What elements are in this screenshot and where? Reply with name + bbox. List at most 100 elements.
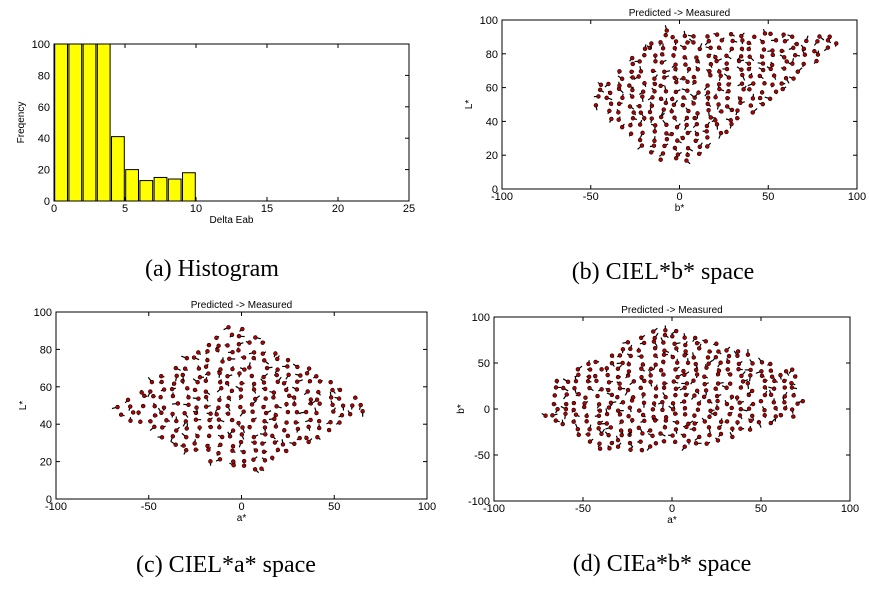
data-point xyxy=(243,368,247,372)
data-point xyxy=(597,414,601,418)
data-point xyxy=(642,341,646,345)
data-point xyxy=(209,412,213,416)
data-point xyxy=(697,435,701,439)
data-point xyxy=(574,413,578,417)
data-point xyxy=(653,346,657,350)
data-point xyxy=(228,434,232,438)
chart-title: Predicted -> Measured xyxy=(621,305,722,316)
data-point xyxy=(206,349,210,353)
y-tick-label: 0 xyxy=(46,494,52,506)
data-point xyxy=(626,388,630,392)
data-point xyxy=(298,374,302,378)
data-point xyxy=(654,363,658,367)
data-point xyxy=(674,63,678,67)
data-point xyxy=(704,389,708,393)
data-point xyxy=(692,379,696,383)
y-tick-label: 0 xyxy=(484,404,490,416)
data-point xyxy=(705,129,709,133)
y-tick-label: 100 xyxy=(34,307,52,319)
data-point xyxy=(719,432,723,436)
data-point xyxy=(670,132,674,136)
data-point xyxy=(315,411,319,415)
data-point xyxy=(795,42,799,46)
data-point xyxy=(253,397,257,401)
data-point xyxy=(783,400,787,404)
y-tick-label: 40 xyxy=(38,133,50,145)
data-point xyxy=(654,394,658,398)
data-point xyxy=(674,368,678,372)
data-point xyxy=(717,46,721,50)
data-point xyxy=(653,82,657,86)
data-point xyxy=(586,433,590,437)
data-point xyxy=(204,379,208,383)
histogram-bar xyxy=(55,44,68,201)
data-point xyxy=(285,365,289,369)
data-point xyxy=(653,336,657,340)
data-point xyxy=(730,427,734,431)
data-point xyxy=(695,132,699,136)
data-point xyxy=(692,34,696,38)
data-point xyxy=(665,137,669,141)
data-point xyxy=(159,395,163,399)
data-point xyxy=(196,380,200,384)
data-point xyxy=(576,373,580,377)
data-point xyxy=(751,361,755,365)
data-point xyxy=(683,445,687,449)
data-point xyxy=(566,380,570,384)
data-point xyxy=(153,404,157,408)
histogram-bar xyxy=(112,137,125,201)
data-point xyxy=(652,144,656,148)
y-tick-label: -50 xyxy=(474,450,490,462)
data-point xyxy=(729,32,733,36)
data-point xyxy=(596,394,600,398)
data-point xyxy=(779,413,783,417)
data-point xyxy=(740,374,744,378)
data-point xyxy=(616,445,620,449)
data-point xyxy=(597,402,601,406)
data-point xyxy=(240,327,244,331)
data-point xyxy=(187,395,191,399)
data-point xyxy=(772,379,776,383)
x-tick-label: -50 xyxy=(141,501,157,513)
data-point xyxy=(284,449,288,453)
data-point xyxy=(148,390,152,394)
data-point xyxy=(573,386,577,390)
data-point xyxy=(660,52,664,56)
data-point xyxy=(651,95,655,99)
data-point xyxy=(621,347,625,351)
data-point xyxy=(230,418,234,422)
data-point xyxy=(714,387,718,391)
y-tick-label: 0 xyxy=(492,184,498,196)
data-point xyxy=(740,38,744,42)
data-point xyxy=(659,40,663,44)
histogram-bar xyxy=(126,170,139,201)
data-point xyxy=(715,394,719,398)
data-point xyxy=(768,97,772,101)
data-point xyxy=(750,414,754,418)
data-point xyxy=(239,388,243,392)
data-point xyxy=(618,84,622,88)
data-point xyxy=(184,435,188,439)
data-point xyxy=(219,368,223,372)
data-point xyxy=(784,369,788,373)
data-point xyxy=(206,372,210,376)
data-point xyxy=(676,375,680,379)
data-point xyxy=(629,448,633,452)
data-point xyxy=(221,360,225,364)
data-point xyxy=(717,426,721,430)
x-tick-label: 25 xyxy=(403,203,415,215)
data-point xyxy=(639,111,643,115)
x-tick-label: 100 xyxy=(841,503,859,515)
data-point xyxy=(198,375,202,379)
data-point xyxy=(350,404,354,408)
data-point xyxy=(725,419,729,423)
data-point xyxy=(708,73,712,77)
data-point xyxy=(193,442,197,446)
data-point xyxy=(661,341,665,345)
data-point xyxy=(593,374,597,378)
data-point xyxy=(687,67,691,71)
data-point xyxy=(577,433,581,437)
data-point xyxy=(641,431,645,435)
data-point xyxy=(628,429,632,433)
histogram-bar xyxy=(154,177,167,201)
